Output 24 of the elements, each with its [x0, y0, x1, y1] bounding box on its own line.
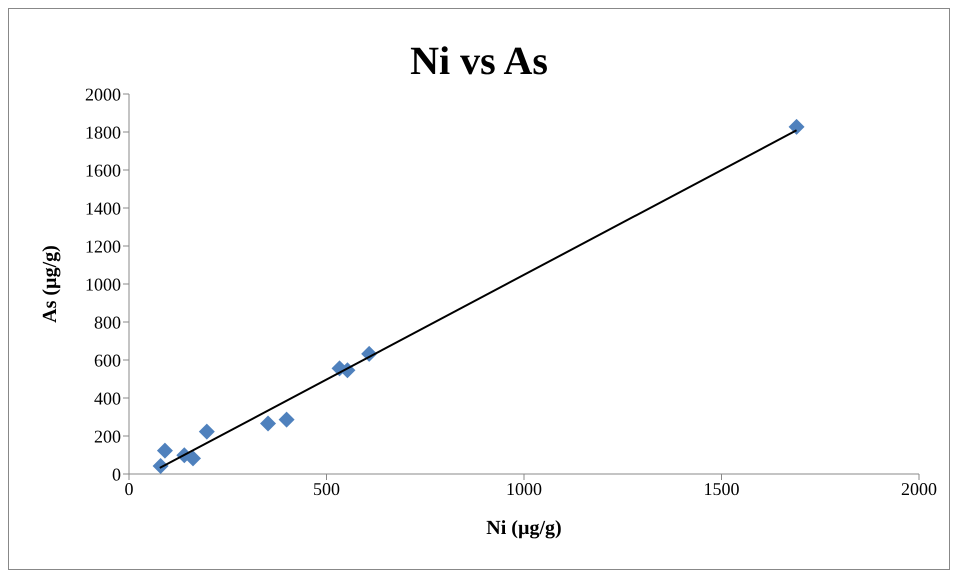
x-tick-label: 0 — [124, 478, 134, 499]
y-tick-label: 200 — [94, 426, 121, 446]
x-tick-label: 1500 — [704, 478, 740, 499]
x-tick-label: 1000 — [506, 478, 542, 499]
y-tick-label: 600 — [94, 350, 121, 370]
point — [156, 442, 173, 459]
y-tick-label: 400 — [94, 388, 121, 408]
x-tick-label: 500 — [313, 478, 340, 499]
y-tick-label: 1400 — [85, 198, 121, 218]
y-tick-label: 2000 — [85, 84, 121, 104]
point — [278, 412, 295, 428]
y-tick-label: 1200 — [85, 236, 121, 256]
y-axis-title: As (µg/g) — [39, 245, 62, 323]
x-tick-label: 2000 — [901, 478, 937, 499]
y-tick-label: 1600 — [85, 160, 121, 180]
y-tick-label: 1800 — [85, 122, 121, 142]
point — [198, 424, 215, 440]
point — [260, 415, 276, 432]
y-tick-label: 1000 — [85, 274, 121, 294]
chart-title: Ni vs As — [409, 37, 549, 84]
y-tick-label: 800 — [94, 312, 121, 332]
point — [788, 118, 805, 135]
y-tick-label: 0 — [112, 464, 121, 484]
x-axis-title: Ni (µg/g) — [486, 517, 562, 539]
